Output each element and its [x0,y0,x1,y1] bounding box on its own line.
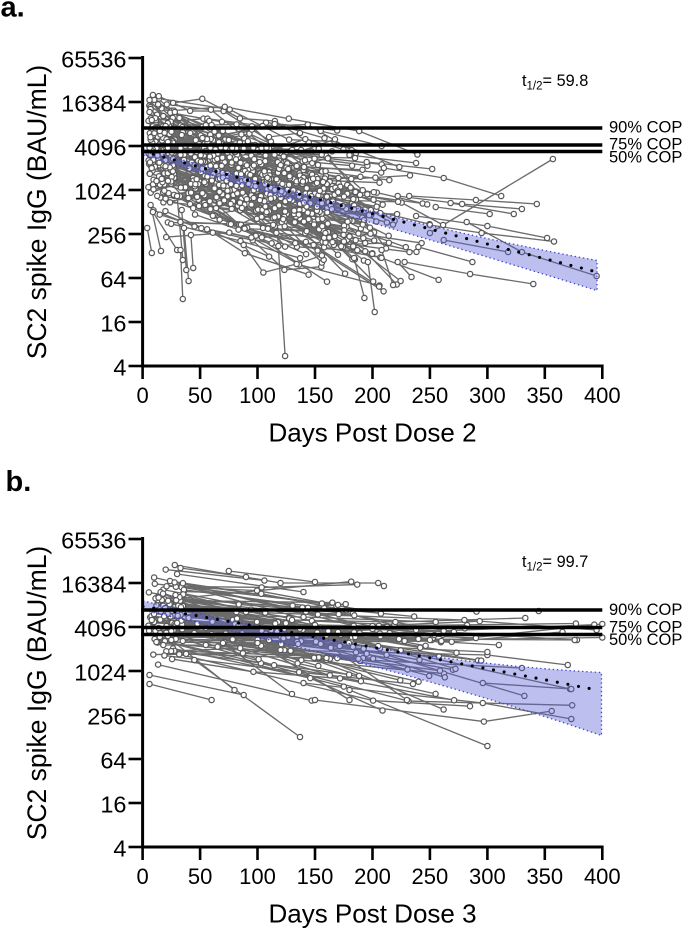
svg-text:b.: b. [6,466,32,498]
svg-text:1024: 1024 [74,659,126,685]
svg-text:100: 100 [239,864,276,889]
svg-text:150: 150 [297,864,334,889]
svg-text:16384: 16384 [61,571,126,597]
svg-text:SC2 spike IgG (BAU/mL): SC2 spike IgG (BAU/mL) [22,546,52,841]
svg-text:300: 300 [469,383,506,408]
svg-text:200: 200 [354,864,391,889]
svg-text:16: 16 [100,310,126,336]
svg-text:4096: 4096 [74,615,126,641]
svg-text:100: 100 [239,383,276,408]
svg-text:350: 350 [526,864,563,889]
svg-text:350: 350 [526,383,563,408]
svg-text:4: 4 [113,835,126,861]
svg-text:16384: 16384 [61,90,126,116]
svg-text:16: 16 [100,791,126,817]
svg-text:50% COP: 50% COP [609,148,682,166]
svg-text:90% COP: 90% COP [609,118,682,136]
svg-text:300: 300 [469,864,506,889]
svg-text:Days Post Dose 2: Days Post Dose 2 [268,418,476,448]
svg-text:64: 64 [100,266,126,292]
svg-text:256: 256 [87,222,126,248]
svg-text:75% COP: 75% COP [609,619,682,637]
svg-text:200: 200 [354,383,391,408]
svg-text:90% COP: 90% COP [609,601,682,619]
svg-text:65536: 65536 [61,527,126,553]
svg-text:a.: a. [1,0,25,24]
svg-text:256: 256 [87,703,126,729]
svg-text:SC2 spike IgG (BAU/mL): SC2 spike IgG (BAU/mL) [22,65,52,360]
svg-text:4: 4 [113,354,126,380]
svg-text:64: 64 [100,747,126,773]
svg-text:150: 150 [297,383,334,408]
svg-text:50: 50 [188,864,212,889]
svg-text:1024: 1024 [74,178,126,204]
svg-text:50% COP: 50% COP [609,631,682,649]
svg-text:0: 0 [136,383,148,408]
svg-text:0: 0 [136,864,148,889]
svg-text:50: 50 [188,383,212,408]
svg-text:250: 250 [412,383,449,408]
svg-text:Days Post Dose 3: Days Post Dose 3 [268,899,476,929]
svg-text:400: 400 [584,864,621,889]
svg-text:75% COP: 75% COP [609,136,682,154]
svg-text:250: 250 [412,864,449,889]
svg-text:4096: 4096 [74,134,126,160]
svg-text:65536: 65536 [61,46,126,72]
svg-text:400: 400 [584,383,621,408]
